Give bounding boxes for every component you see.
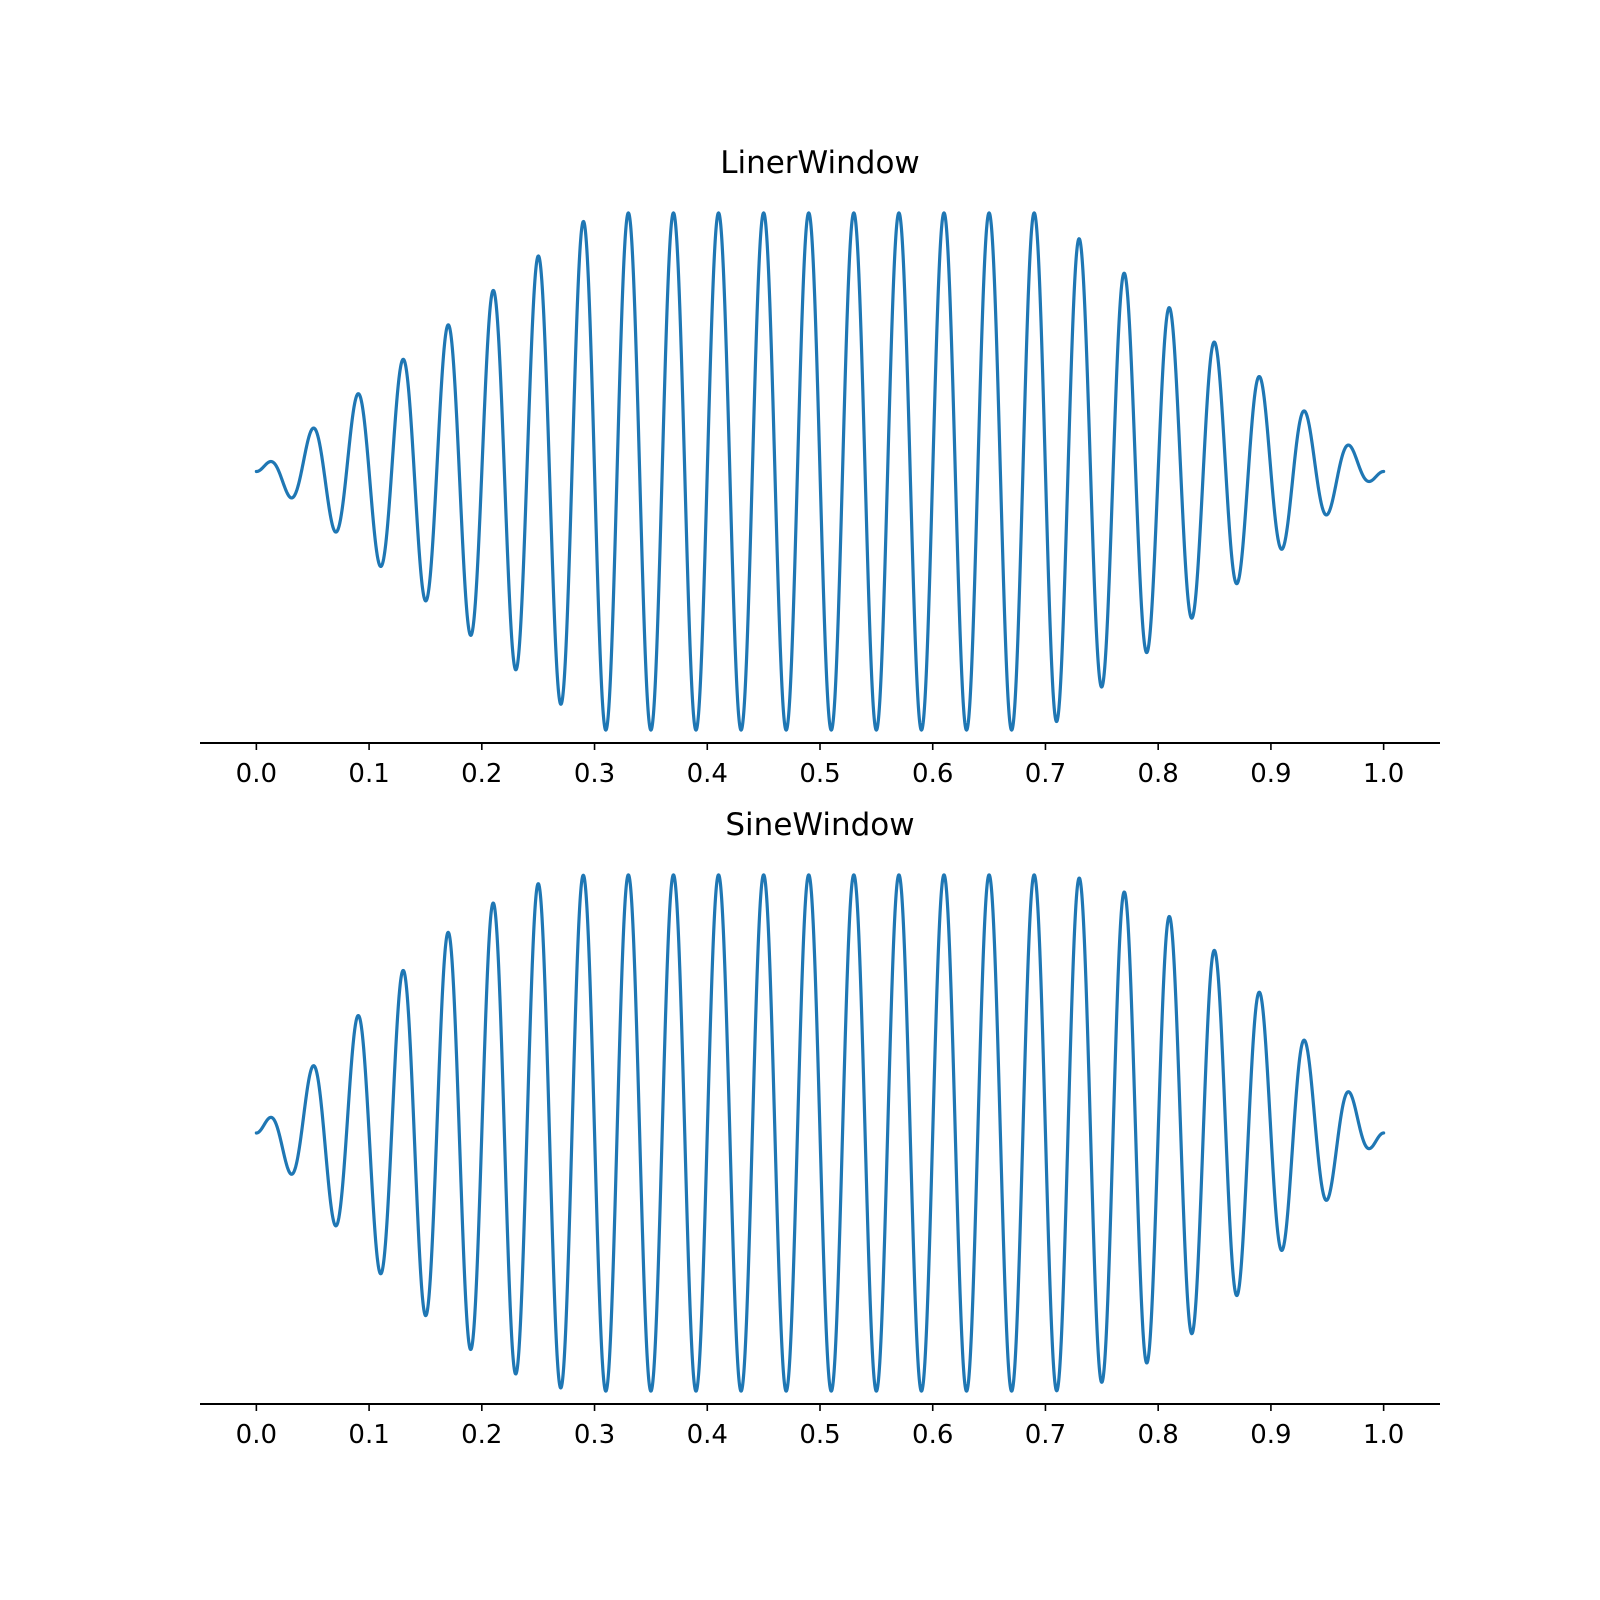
sinewindow-x-tick-label: 0.4 bbox=[687, 1420, 728, 1450]
linerwindow-x-tick-label: 0.4 bbox=[687, 759, 728, 789]
linerwindow-x-tick-label: 0.7 bbox=[1025, 759, 1066, 789]
linerwindow-x-ticks: 0.0 0.1 0.2 0.3 0.4 0.5 0.6 0.7 0.8 0.9 1.0 bbox=[236, 743, 1404, 789]
linerwindow-x-tick-label: 0.2 bbox=[461, 759, 502, 789]
linerwindow-x-tick-label: 0.1 bbox=[348, 759, 389, 789]
sinewindow-x-tick-label: 0.5 bbox=[799, 1420, 840, 1450]
sinewindow-x-tick-label: 0.7 bbox=[1025, 1420, 1066, 1450]
linerwindow-x-tick-label: 0.0 bbox=[236, 759, 277, 789]
linerwindow-panel: LinerWindow 0.0 0.1 0.2 0.3 0.4 0.5 0.6 0.7 0.8 0… bbox=[200, 145, 1440, 789]
linerwindow-x-tick-label: 0.9 bbox=[1250, 759, 1291, 789]
sinewindow-x-tick-label: 0.0 bbox=[236, 1420, 277, 1450]
sinewindow-x-tick-label: 0.6 bbox=[912, 1420, 953, 1450]
linerwindow-x-tick-label: 1.0 bbox=[1363, 759, 1404, 789]
linerwindow-x-tick-label: 0.3 bbox=[574, 759, 615, 789]
sinewindow-x-tick-label: 1.0 bbox=[1363, 1420, 1404, 1450]
sinewindow-panel: SineWindow 0.0 0.1 0.2 0.3 0.4 0.5 0.6 0.7 0.8 0.… bbox=[200, 807, 1440, 1450]
sinewindow-series-line bbox=[254, 873, 1386, 1393]
sinewindow-x-tick-label: 0.9 bbox=[1250, 1420, 1291, 1450]
linerwindow-x-tick-label: 0.6 bbox=[912, 759, 953, 789]
sinewindow-x-tick-label: 0.2 bbox=[461, 1420, 502, 1450]
sinewindow-x-tick-label: 0.8 bbox=[1138, 1420, 1179, 1450]
linerwindow-series-line bbox=[254, 211, 1386, 732]
sinewindow-title: SineWindow bbox=[725, 807, 914, 843]
sinewindow-x-ticks: 0.0 0.1 0.2 0.3 0.4 0.5 0.6 0.7 0.8 0.9 1.0 bbox=[236, 1404, 1404, 1450]
sinewindow-x-tick-label: 0.1 bbox=[348, 1420, 389, 1450]
sinewindow-x-tick-label: 0.3 bbox=[574, 1420, 615, 1450]
linerwindow-x-tick-label: 0.5 bbox=[799, 759, 840, 789]
linerwindow-x-tick-label: 0.8 bbox=[1138, 759, 1179, 789]
linerwindow-title: LinerWindow bbox=[720, 145, 920, 181]
